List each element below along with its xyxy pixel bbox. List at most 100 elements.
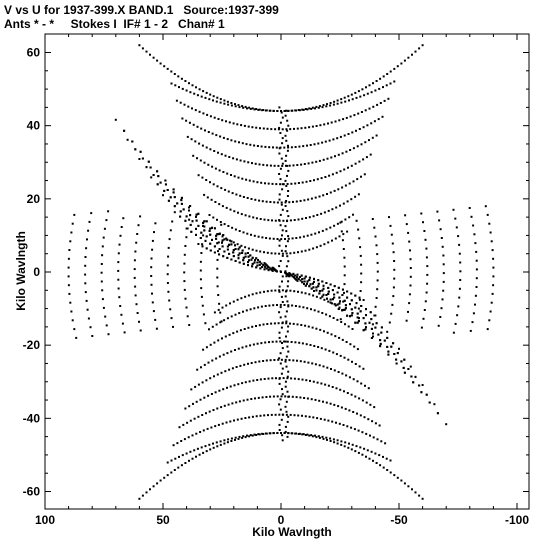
uv-point bbox=[211, 238, 213, 241]
uv-point bbox=[174, 84, 177, 87]
uv-point bbox=[312, 247, 315, 250]
uv-point bbox=[336, 137, 339, 140]
uv-point bbox=[307, 361, 310, 364]
uv-point bbox=[212, 216, 215, 219]
uv-point bbox=[242, 310, 244, 313]
uv-point bbox=[166, 273, 169, 276]
uv-point bbox=[198, 88, 201, 91]
uv-point bbox=[275, 340, 278, 343]
uv-point bbox=[315, 289, 318, 292]
y-tick-label: 40 bbox=[27, 119, 41, 133]
uv-point bbox=[268, 266, 271, 269]
uv-point bbox=[234, 140, 237, 143]
uv-point bbox=[304, 249, 307, 252]
uv-point bbox=[331, 420, 334, 423]
uv-point bbox=[209, 448, 212, 451]
uv-point bbox=[229, 208, 232, 211]
uv-point bbox=[335, 353, 338, 356]
uv-point bbox=[237, 211, 239, 214]
uv-point bbox=[247, 261, 249, 264]
uv-point bbox=[265, 109, 268, 112]
uv-point bbox=[289, 273, 292, 276]
uv-point bbox=[171, 220, 174, 223]
uv-point bbox=[138, 320, 140, 323]
uv-point bbox=[379, 464, 382, 467]
uv-point bbox=[242, 196, 245, 198]
uv-point bbox=[176, 442, 179, 445]
uv-point bbox=[215, 323, 218, 326]
uv-point bbox=[378, 454, 381, 457]
uv-point bbox=[398, 347, 400, 350]
uv-point bbox=[388, 216, 390, 219]
uv-point bbox=[104, 315, 107, 318]
uv-point bbox=[274, 413, 277, 416]
uv-point bbox=[280, 238, 283, 241]
uv-point bbox=[200, 231, 203, 234]
uv-point bbox=[204, 129, 206, 132]
uv-point bbox=[232, 255, 235, 258]
uv-point bbox=[344, 323, 346, 326]
uv-point bbox=[223, 99, 226, 102]
uv-point bbox=[185, 306, 188, 309]
uv-point bbox=[201, 176, 204, 179]
uv-point bbox=[350, 164, 353, 167]
uv-point bbox=[279, 213, 282, 216]
uv-point bbox=[285, 139, 288, 142]
uv-point bbox=[101, 289, 104, 292]
uv-point bbox=[263, 262, 266, 265]
uv-point bbox=[306, 307, 309, 310]
uv-point bbox=[217, 250, 219, 253]
uv-point bbox=[271, 182, 274, 185]
uv-point bbox=[221, 205, 224, 208]
uv-point bbox=[265, 200, 268, 203]
uv-point bbox=[209, 249, 212, 252]
uv-point bbox=[205, 179, 208, 181]
uv-point bbox=[333, 100, 336, 103]
uv-point bbox=[301, 181, 304, 184]
uv-point bbox=[180, 202, 183, 205]
uv-point bbox=[393, 474, 396, 477]
uv-point bbox=[326, 366, 329, 369]
y-tick-label: -40 bbox=[23, 411, 41, 425]
uv-point bbox=[271, 340, 274, 343]
uv-point bbox=[191, 457, 194, 460]
uv-point bbox=[240, 244, 243, 247]
uv-point bbox=[202, 224, 205, 227]
uv-point bbox=[250, 258, 253, 261]
uv-point bbox=[238, 252, 241, 255]
y-tick-label: 60 bbox=[27, 46, 41, 60]
uv-point bbox=[285, 310, 288, 313]
uv-point bbox=[314, 107, 316, 110]
uv-point bbox=[423, 230, 426, 232]
uv-point bbox=[209, 115, 212, 118]
uv-point bbox=[393, 353, 396, 355]
uv-point bbox=[189, 91, 192, 94]
uv-point bbox=[309, 283, 312, 286]
uv-point bbox=[362, 158, 365, 161]
uv-point bbox=[279, 260, 282, 262]
uv-point bbox=[335, 387, 338, 390]
y-tick-label: 20 bbox=[27, 192, 41, 206]
uv-point bbox=[70, 231, 73, 234]
uv-point bbox=[441, 298, 444, 301]
uv-point bbox=[139, 150, 142, 153]
uv-point bbox=[240, 297, 243, 300]
uv-point bbox=[251, 434, 254, 437]
uv-point bbox=[317, 279, 320, 282]
uv-point bbox=[269, 359, 272, 362]
uv-point bbox=[276, 110, 279, 112]
uv-point bbox=[489, 231, 492, 234]
uv-point bbox=[365, 432, 368, 435]
uv-point bbox=[346, 296, 349, 299]
uv-point bbox=[284, 134, 287, 137]
uv-point bbox=[277, 358, 280, 361]
uv-point bbox=[297, 414, 300, 417]
uv-point bbox=[150, 266, 153, 269]
uv-point bbox=[300, 127, 303, 130]
uv-point bbox=[279, 306, 282, 309]
uv-point bbox=[205, 91, 208, 94]
uv-point bbox=[459, 270, 462, 273]
uv-point bbox=[311, 125, 314, 128]
y-tick-label: -20 bbox=[23, 338, 41, 352]
uv-point bbox=[426, 282, 429, 285]
